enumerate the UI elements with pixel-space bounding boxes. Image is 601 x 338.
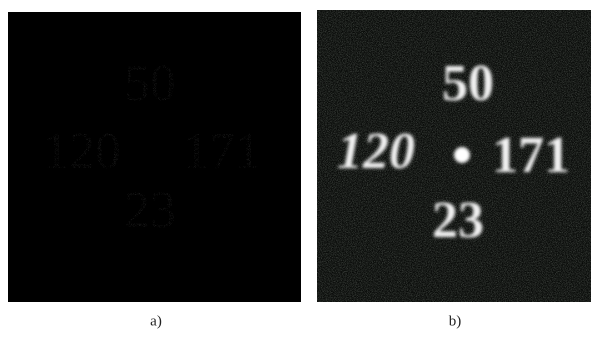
number-label: 23 <box>432 192 484 249</box>
number-label: 23 <box>124 182 176 239</box>
number-label: 171 <box>183 123 261 180</box>
number-label: 50 <box>124 55 176 112</box>
panel-caption: b) <box>449 313 462 329</box>
number-label: 50 <box>442 55 494 112</box>
panel-a: 50 120 171 23 a) <box>8 12 301 329</box>
figure: 50 120 171 23 a) 50 120 171 23 b) <box>0 0 601 338</box>
center-spot <box>454 147 470 163</box>
number-label: 120 <box>43 123 121 180</box>
number-label: 120 <box>337 123 415 180</box>
panel-b: 50 120 171 23 b) <box>317 10 591 329</box>
number-label: 171 <box>492 127 570 184</box>
panel-caption: a) <box>150 313 162 329</box>
